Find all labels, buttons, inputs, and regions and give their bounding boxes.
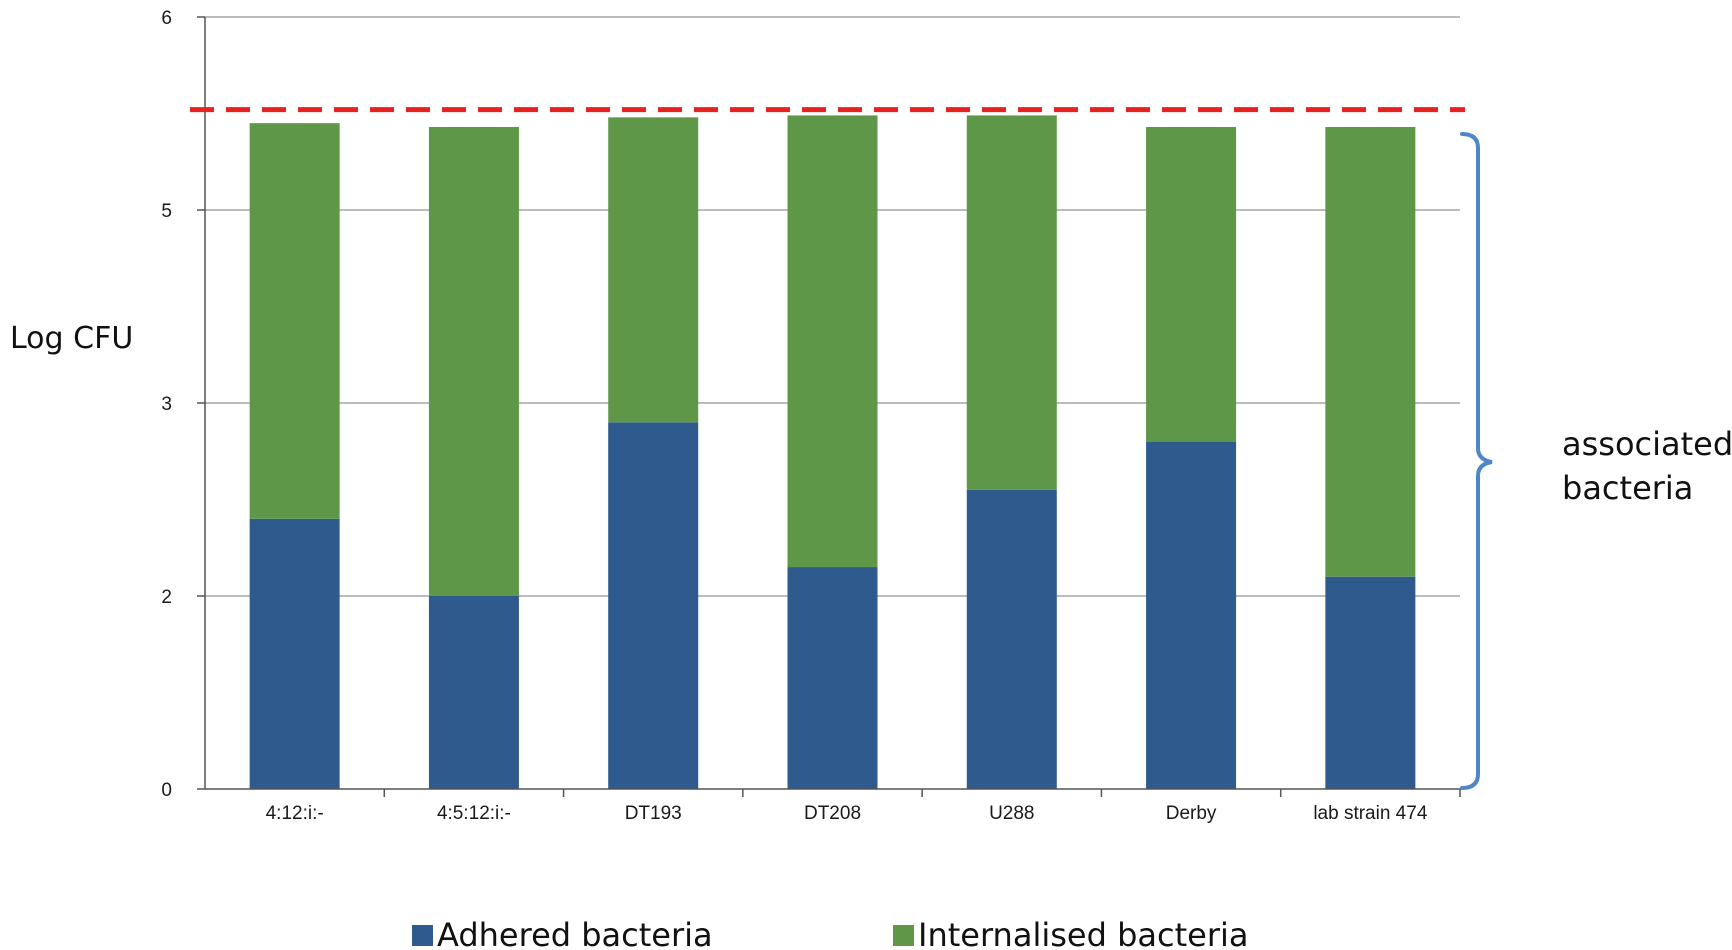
annotation-line-1: associated <box>1562 425 1732 463</box>
bar-internalised <box>787 115 878 568</box>
legend-label: Adhered bacteria <box>437 916 713 950</box>
legend-label: Internalised bacteria <box>918 916 1248 950</box>
y-tick-label: 5 <box>161 201 172 222</box>
bar-adhered <box>1146 441 1237 789</box>
legend: Adhered bacteria Internalised bacteria <box>412 916 1248 950</box>
annotation-bracket <box>1460 132 1493 790</box>
x-category-label: lab strain 474 <box>1313 803 1428 824</box>
bar-internalised <box>608 117 699 423</box>
bar-internalised <box>1146 127 1237 442</box>
bar-adhered <box>966 489 1057 789</box>
annotation-line-2: bacteria <box>1562 469 1693 507</box>
x-category-label: 4:5:12:i:- <box>437 803 511 824</box>
x-category-label: Derby <box>1166 803 1217 824</box>
bar-adhered <box>608 422 699 789</box>
y-tick-label: 3 <box>161 394 172 415</box>
axis-labels: 0 2 3 5 6 4:12:i:- 4:5:12:i:- DT193 DT208 U288 Der… <box>161 8 1427 824</box>
y-axis-label: Log CFU <box>10 321 133 356</box>
bar-internalised <box>966 115 1057 490</box>
legend-swatch <box>412 925 433 946</box>
x-category-label: U288 <box>989 803 1034 824</box>
bar-adhered <box>1325 576 1416 789</box>
x-category-label: DT193 <box>625 803 682 824</box>
axes <box>197 16 1461 797</box>
bar-adhered <box>249 518 340 789</box>
y-tick-label: 0 <box>161 780 172 801</box>
y-tick-label: 2 <box>161 587 172 608</box>
y-tick-label: 6 <box>161 8 172 29</box>
x-category-label: 4:12:i:- <box>266 803 324 824</box>
bar-adhered <box>428 596 519 789</box>
bar-adhered <box>787 567 878 789</box>
legend-swatch <box>893 925 914 946</box>
bar-internalised <box>428 127 519 596</box>
bar-internalised <box>1325 127 1416 577</box>
bar-internalised <box>249 123 340 519</box>
annotation-group: associated bacteria <box>1460 132 1732 790</box>
x-category-label: DT208 <box>804 803 861 824</box>
bar-stack-group <box>249 115 1416 789</box>
